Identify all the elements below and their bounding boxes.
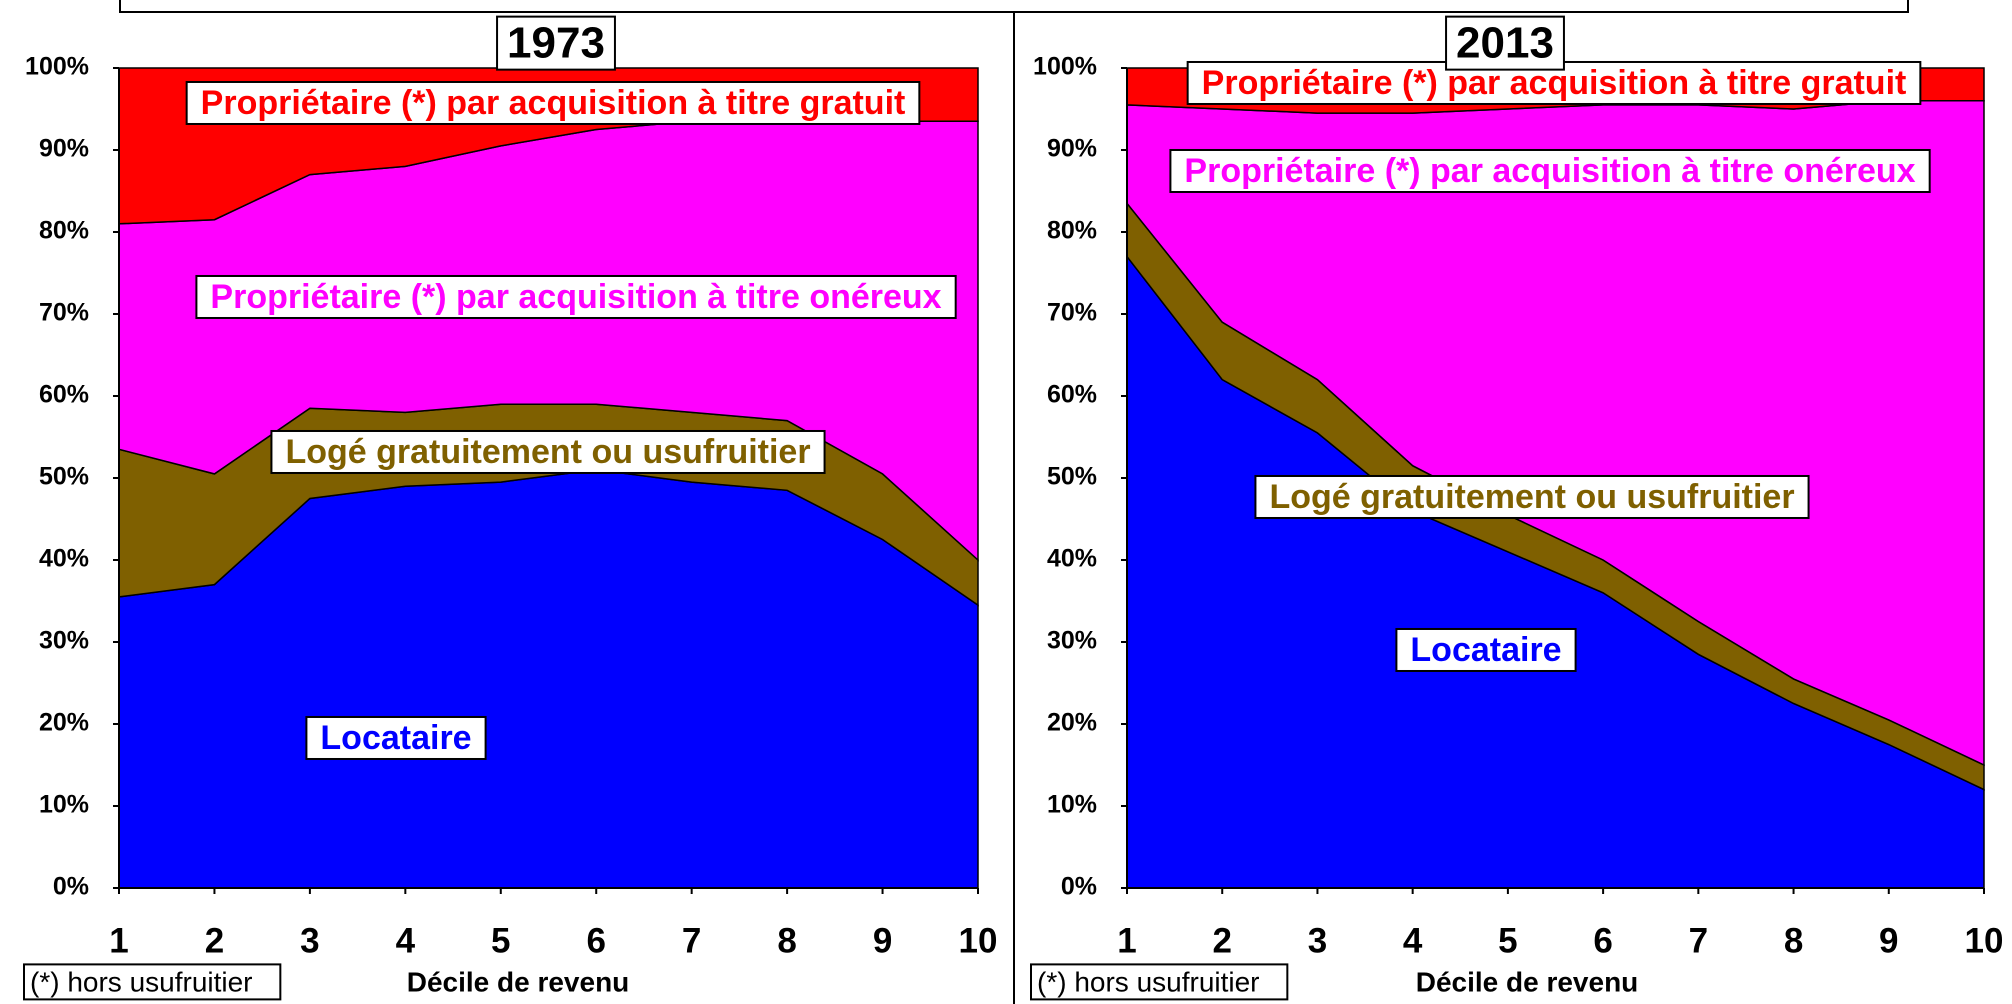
series-label: Logé gratuitement ou usufruitier bbox=[285, 433, 810, 471]
title-box bbox=[119, 0, 1909, 13]
y-tick-label: 50% bbox=[39, 463, 89, 491]
x-axis-label: Décile de revenu bbox=[1416, 966, 1639, 997]
series-label: Propriétaire (*) par acquisition à titre… bbox=[1184, 152, 1915, 190]
chart-title-group: 2013 bbox=[1445, 15, 1565, 71]
series-label: Locataire bbox=[1410, 631, 1561, 669]
x-tick-label: 8 bbox=[777, 921, 796, 960]
y-tick-label: 60% bbox=[1047, 381, 1097, 409]
x-tick-label: 8 bbox=[1784, 921, 1803, 960]
chart-title-box bbox=[496, 15, 616, 71]
y-tick-label: 10% bbox=[1047, 791, 1097, 819]
note-box bbox=[23, 963, 282, 1001]
series-label-box bbox=[1254, 474, 1810, 519]
x-tick-label: 10 bbox=[959, 921, 998, 960]
series-label-group: Propriétaire (*) par acquisition à titre… bbox=[195, 274, 957, 319]
x-tick-label: 3 bbox=[300, 921, 319, 960]
y-tick-label: 40% bbox=[1047, 545, 1097, 573]
y-tick-label: 40% bbox=[39, 545, 89, 573]
y-tick-label: 0% bbox=[53, 873, 89, 901]
x-tick-label: 9 bbox=[1879, 921, 1898, 960]
y-tick-label: 20% bbox=[1047, 709, 1097, 737]
chart-title-box bbox=[1445, 15, 1565, 71]
x-tick-label: 10 bbox=[1965, 921, 2004, 960]
series-label-group: Locataire bbox=[305, 715, 487, 760]
series-label-group: Logé gratuitement ou usufruitier bbox=[270, 429, 826, 474]
series-label: Propriétaire (*) par acquisition à titre… bbox=[201, 84, 906, 122]
note: (*) hors usufruitier bbox=[30, 966, 253, 997]
series-label-box bbox=[185, 80, 921, 125]
note-box bbox=[1030, 963, 1289, 1001]
x-tick-label: 7 bbox=[682, 921, 701, 960]
x-tick-label: 6 bbox=[586, 921, 605, 960]
x-tick-label: 5 bbox=[491, 921, 510, 960]
series-label: Propriétaire (*) par acquisition à titre… bbox=[210, 278, 941, 316]
note-group: (*) hors usufruitier bbox=[1030, 963, 1289, 1001]
y-tick-label: 80% bbox=[39, 217, 89, 245]
x-tick-label: 4 bbox=[396, 921, 416, 960]
y-tick-label: 10% bbox=[39, 791, 89, 819]
x-tick-label: 1 bbox=[1117, 921, 1136, 960]
y-tick-label: 50% bbox=[1047, 463, 1097, 491]
series-label-group: Propriétaire (*) par acquisition à titre… bbox=[1169, 148, 1931, 193]
x-tick-label: 1 bbox=[109, 921, 128, 960]
y-tick-label: 90% bbox=[1047, 135, 1097, 163]
y-tick-label: 80% bbox=[1047, 217, 1097, 245]
chart-title-group: 1973 bbox=[496, 15, 616, 71]
series-label-box bbox=[1395, 627, 1577, 672]
x-tick-label: 9 bbox=[873, 921, 892, 960]
y-tick-label: 100% bbox=[25, 53, 89, 81]
chart-title: 2013 bbox=[1456, 19, 1554, 68]
note-group: (*) hors usufruitier bbox=[23, 963, 282, 1001]
x-tick-label: 3 bbox=[1308, 921, 1327, 960]
y-tick-label: 60% bbox=[39, 381, 89, 409]
note: (*) hors usufruitier bbox=[1037, 966, 1260, 997]
x-tick-label: 2 bbox=[1212, 921, 1231, 960]
series-label-group: Logé gratuitement ou usufruitier bbox=[1254, 474, 1810, 519]
x-tick-label: 7 bbox=[1689, 921, 1708, 960]
x-tick-label: 4 bbox=[1403, 921, 1423, 960]
series-label-box bbox=[270, 429, 826, 474]
y-tick-label: 90% bbox=[39, 135, 89, 163]
y-tick-label: 20% bbox=[39, 709, 89, 737]
series-label-box bbox=[1169, 148, 1931, 193]
x-axis-label: Décile de revenu bbox=[407, 966, 630, 997]
x-tick-label: 5 bbox=[1498, 921, 1517, 960]
series-label-box bbox=[305, 715, 487, 760]
chart-title: 1973 bbox=[507, 19, 605, 68]
series-label-group: Locataire bbox=[1395, 627, 1577, 672]
y-tick-label: 30% bbox=[39, 627, 89, 655]
series-label: Locataire bbox=[320, 719, 471, 757]
x-tick-label: 2 bbox=[205, 921, 224, 960]
y-tick-label: 30% bbox=[1047, 627, 1097, 655]
y-tick-label: 70% bbox=[39, 299, 89, 327]
y-tick-label: 0% bbox=[1061, 873, 1097, 901]
y-tick-label: 70% bbox=[1047, 299, 1097, 327]
series-label-group: Propriétaire (*) par acquisition à titre… bbox=[185, 80, 921, 125]
y-tick-label: 100% bbox=[1033, 53, 1097, 81]
x-tick-label: 6 bbox=[1593, 921, 1612, 960]
series-label: Logé gratuitement ou usufruitier bbox=[1269, 478, 1794, 516]
series-label-box bbox=[195, 274, 957, 319]
